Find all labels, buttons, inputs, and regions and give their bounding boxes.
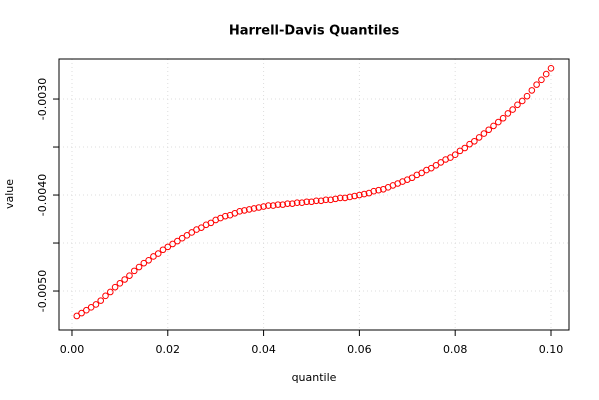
point <box>346 193 354 201</box>
point <box>360 190 368 198</box>
point <box>298 199 306 207</box>
point <box>480 130 488 137</box>
point <box>327 196 334 204</box>
point <box>303 198 310 206</box>
point <box>145 257 152 264</box>
point <box>351 192 358 200</box>
point <box>427 164 435 172</box>
point <box>461 144 469 152</box>
point <box>116 280 124 287</box>
point <box>308 198 315 206</box>
point <box>518 97 526 105</box>
point <box>471 137 478 145</box>
point <box>370 187 378 195</box>
point <box>221 212 229 220</box>
point <box>269 202 277 209</box>
point <box>169 240 176 248</box>
y-axis-label: value <box>3 179 16 209</box>
point <box>135 263 143 271</box>
point <box>236 208 243 215</box>
point <box>250 205 258 212</box>
point <box>198 224 205 231</box>
point <box>332 195 339 203</box>
point <box>490 122 497 130</box>
point <box>174 237 181 245</box>
point <box>504 110 512 117</box>
y-tick-label: -0.0050 <box>36 270 49 312</box>
point <box>140 259 148 267</box>
point <box>341 194 349 202</box>
point <box>255 204 263 211</box>
point <box>408 174 416 182</box>
x-axis-label: quantile <box>292 371 337 384</box>
point <box>514 101 521 109</box>
point <box>523 92 531 100</box>
point <box>317 197 325 205</box>
point <box>121 276 128 283</box>
point <box>418 169 425 177</box>
x-tick-label: 0.06 <box>347 343 372 356</box>
point <box>102 292 109 300</box>
point <box>509 106 516 113</box>
y-tick-label: -0.0030 <box>36 78 49 120</box>
point <box>111 283 119 291</box>
point <box>547 65 555 72</box>
point <box>279 201 287 208</box>
point <box>456 147 464 155</box>
point <box>451 151 459 159</box>
point <box>73 312 81 320</box>
point <box>97 297 105 304</box>
x-tick-label: 0.00 <box>60 343 85 356</box>
point <box>159 246 167 254</box>
y-tick-label: -0.0040 <box>36 174 49 216</box>
point <box>154 250 162 257</box>
point <box>485 126 493 134</box>
point <box>499 114 507 122</box>
point <box>188 229 196 236</box>
x-tick-label: 0.08 <box>443 343 468 356</box>
point <box>475 134 483 141</box>
point <box>207 219 215 227</box>
point <box>528 87 536 94</box>
point <box>312 197 320 205</box>
point <box>289 200 296 207</box>
point <box>130 267 138 275</box>
x-tick-label: 0.04 <box>251 343 276 356</box>
point <box>466 140 473 148</box>
x-tick-label: 0.02 <box>156 343 181 356</box>
point <box>150 253 157 260</box>
point <box>284 200 291 207</box>
point <box>164 243 172 251</box>
point <box>432 161 440 169</box>
chart-title: Harrell-Davis Quantiles <box>229 24 400 39</box>
point <box>533 81 540 88</box>
point <box>494 118 502 126</box>
point <box>437 159 445 166</box>
point <box>241 207 248 214</box>
point <box>92 301 100 308</box>
point <box>78 309 85 317</box>
point <box>126 272 133 279</box>
point <box>293 199 301 207</box>
plot-frame <box>58 58 570 331</box>
point <box>447 154 454 161</box>
point <box>87 304 95 311</box>
point <box>245 206 253 213</box>
point <box>336 194 344 202</box>
point <box>260 203 267 210</box>
point <box>542 70 550 78</box>
point <box>538 76 545 84</box>
point <box>178 234 186 242</box>
point <box>322 196 330 204</box>
point <box>274 201 282 208</box>
point <box>265 202 272 209</box>
x-tick-label: 0.10 <box>539 343 564 356</box>
point <box>83 306 90 314</box>
point <box>183 232 191 239</box>
point <box>375 186 382 194</box>
point <box>356 191 363 199</box>
point <box>107 288 114 296</box>
